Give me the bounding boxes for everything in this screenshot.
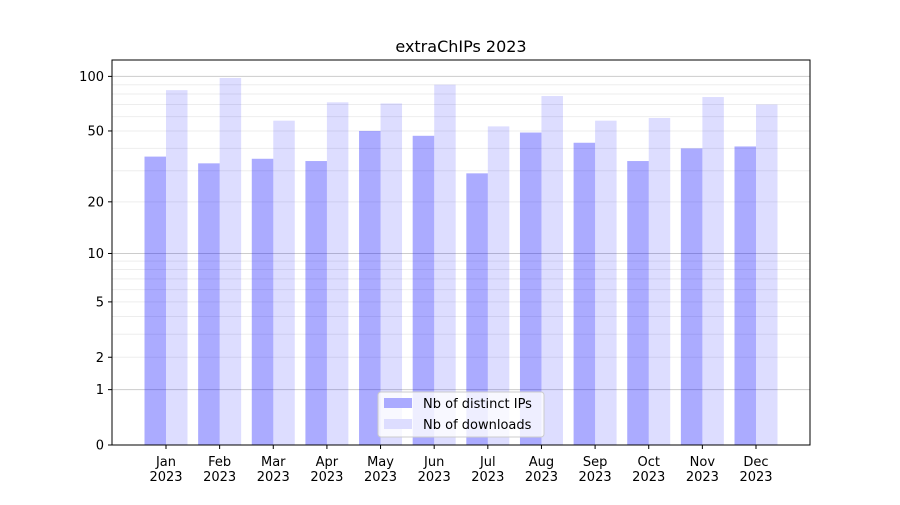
bar-ips — [519, 132, 542, 445]
x-tick-label-line: Nov — [690, 455, 716, 470]
x-tick-label: Aug 2023 — [525, 455, 558, 485]
x-tick-label-line: Jul — [479, 455, 496, 470]
y-tick-label: 2 — [96, 351, 104, 366]
bar-ips — [198, 163, 220, 446]
bar-ips — [144, 156, 166, 446]
bar-ips — [573, 142, 596, 445]
bar-downloads — [487, 126, 510, 446]
bar-downloads — [166, 90, 188, 445]
x-tick-label-line: 2023 — [418, 470, 451, 485]
y-tick-label: 10 — [87, 247, 104, 262]
x-tick-label-line: Mar — [261, 455, 286, 470]
x-tick-label-line: 2023 — [579, 470, 612, 485]
bar-ips — [734, 146, 756, 445]
x-tick-label-line: 2023 — [310, 470, 343, 485]
bar-downloads — [595, 120, 617, 445]
bar-ips — [466, 173, 488, 446]
x-tick-label-line: Jan — [155, 455, 176, 470]
bar-downloads — [702, 97, 724, 446]
x-tick-label-line: Feb — [208, 455, 231, 470]
x-tick-label: Jul 2023 — [471, 455, 504, 485]
x-tick-label: Jun 2023 — [418, 455, 451, 485]
x-tick-label: Nov 2023 — [686, 455, 719, 485]
x-tick-label: Jan 2023 — [149, 455, 182, 485]
legend-swatch — [384, 419, 412, 429]
x-tick-label: Mar 2023 — [257, 455, 290, 485]
bar-ips — [251, 158, 274, 445]
x-tick-label-line: 2023 — [686, 470, 719, 485]
x-tick-label-line: Sep — [583, 455, 608, 470]
x-tick-label-line: 2023 — [364, 470, 397, 485]
bar-downloads — [380, 103, 403, 445]
chart-title: extraChIPs 2023 — [395, 37, 526, 56]
bar-downloads — [541, 96, 563, 445]
bar-ips — [359, 130, 381, 445]
x-tick-label: Dec 2023 — [739, 455, 772, 485]
bar-ips — [680, 148, 703, 445]
x-tick-label-line: 2023 — [632, 470, 665, 485]
y-tick-label: 5 — [96, 295, 104, 310]
y-tick-label: 1 — [96, 383, 104, 398]
x-tick-label: Feb 2023 — [203, 455, 236, 485]
bar-ips — [627, 161, 649, 445]
legend-swatch — [384, 398, 412, 408]
legend-label: Nb of downloads — [423, 418, 532, 433]
bar-downloads — [434, 84, 456, 445]
x-tick-label-line: 2023 — [203, 470, 236, 485]
y-tick-label: 0 — [96, 439, 104, 454]
bar-downloads — [756, 104, 778, 445]
x-tick-label-line: 2023 — [739, 470, 772, 485]
legend-box — [377, 391, 545, 438]
y-tick-label: 100 — [79, 70, 104, 85]
x-tick-label-line: 2023 — [471, 470, 504, 485]
bar-ips — [412, 135, 435, 445]
plot-frame — [111, 59, 811, 446]
x-tick-label-line: Oct — [637, 455, 659, 470]
x-tick-label-line: Jun — [423, 455, 444, 470]
x-tick-label-line: 2023 — [525, 470, 558, 485]
x-tick-label: Sep 2023 — [579, 455, 612, 485]
x-tick-label: May 2023 — [364, 455, 397, 485]
x-tick-label-line: Aug — [529, 455, 554, 470]
legend-label: Nb of distinct IPs — [423, 397, 532, 412]
y-tick-label: 20 — [87, 195, 104, 210]
x-tick-label-line: 2023 — [257, 470, 290, 485]
bar-downloads — [326, 102, 349, 445]
x-tick-label: Apr 2023 — [310, 455, 343, 485]
bar-downloads — [219, 77, 242, 445]
bar-downloads — [648, 117, 671, 446]
x-tick-label-line: May — [367, 455, 394, 470]
x-tick-label: Oct 2023 — [632, 455, 665, 485]
bar-downloads — [273, 120, 295, 445]
x-tick-label-line: Apr — [316, 455, 339, 470]
bar-ips — [305, 161, 327, 445]
legend: Nb of distinct IPs Nb of downloads — [377, 391, 545, 438]
y-tick-label: 50 — [87, 124, 104, 139]
x-tick-label-line: 2023 — [149, 470, 182, 485]
x-tick-label-line: Dec — [743, 455, 768, 470]
